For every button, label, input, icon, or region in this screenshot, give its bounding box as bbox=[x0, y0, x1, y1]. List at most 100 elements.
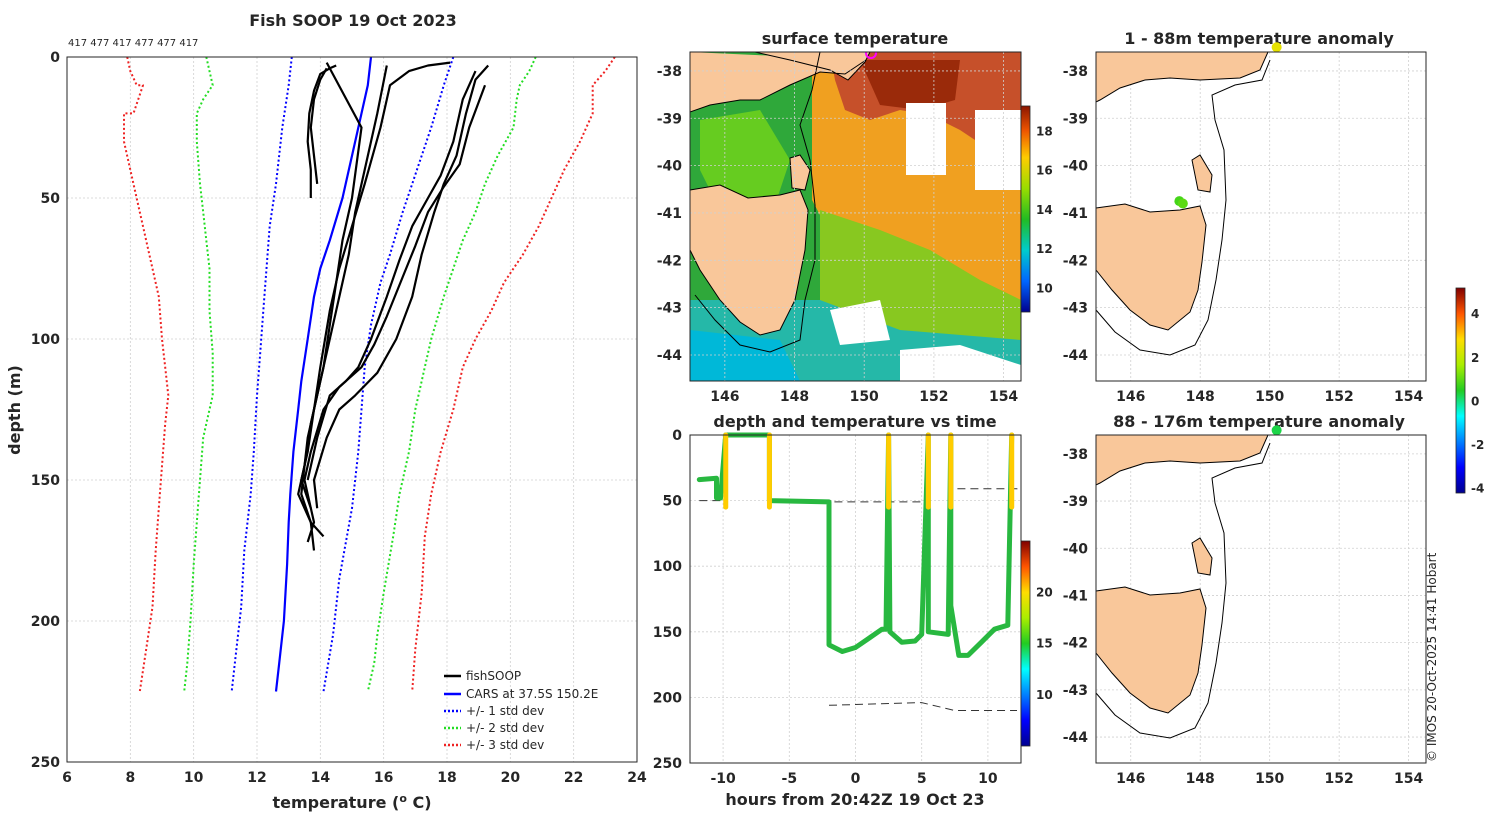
profile-y-tick-label: 200 bbox=[31, 614, 60, 630]
anomaly-deep-lon-tick-label: 154 bbox=[1394, 771, 1423, 787]
profile-y-tick-label: 0 bbox=[50, 50, 60, 66]
anomaly-colorbar-tick-label: 0 bbox=[1471, 394, 1479, 408]
anomaly-colorbar-ticks: 4 2 0 -2 -4 bbox=[1471, 307, 1484, 495]
anomaly-deep-lat-tick-label: -41 bbox=[1063, 588, 1088, 604]
sst-lat-tick-label: -40 bbox=[657, 159, 683, 175]
timeseries-y-tick-label: 200 bbox=[653, 690, 682, 706]
anomaly-deep-isobath bbox=[1095, 442, 1271, 739]
anomaly-deep-title: 88 - 176m temperature anomaly bbox=[1113, 412, 1405, 431]
profile-ids: 417 477 417 477 477 417 bbox=[68, 38, 198, 49]
anomaly-shallow-lat-tick-label: -39 bbox=[1063, 111, 1088, 127]
profile-line-fishsoop bbox=[309, 67, 328, 185]
profile-x-tick-label: 10 bbox=[184, 770, 204, 786]
anomaly-deep-mainland bbox=[1095, 434, 1269, 486]
anomaly-shallow-map bbox=[1095, 51, 1271, 356]
profile-x-tick-label: 14 bbox=[311, 770, 331, 786]
anomaly-deep-lat-tick-label: -43 bbox=[1063, 683, 1088, 699]
sst-panel: surface temperature 146 148 150 152 154 -38 -3… bbox=[657, 29, 1053, 405]
anomaly-shallow-panel: 1 - 88m temperature anomaly 146 148 150 152… bbox=[1063, 29, 1427, 405]
anomaly-shallow-isobath bbox=[1095, 59, 1271, 356]
timeseries-y-tick-label: 150 bbox=[653, 625, 682, 641]
anomaly-deep-axes-frame bbox=[1095, 434, 1427, 764]
anomaly-shallow-lat-tick-label: -44 bbox=[1063, 348, 1089, 364]
sst-cloud-gap-3 bbox=[830, 300, 890, 345]
anomaly-shallow-lon-tick-label: 152 bbox=[1325, 389, 1354, 405]
profile-line-cars-at-37-5s-150-2e bbox=[274, 56, 373, 692]
anomaly-shallow-title: 1 - 88m temperature anomaly bbox=[1124, 29, 1394, 48]
sst-cold-band bbox=[690, 330, 800, 381]
timeseries-colorbar-tick-label: 15 bbox=[1036, 637, 1053, 651]
profile-axes-frame bbox=[66, 56, 638, 763]
copyright-text: © IMOS 20-Oct-2025 14:41 Hobart bbox=[1425, 552, 1439, 762]
sst-colorbar-tick-label: 14 bbox=[1036, 203, 1053, 217]
sst-colorbar-tick-label: 12 bbox=[1036, 242, 1053, 256]
anomaly-shallow-lat-tick-label: -38 bbox=[1063, 64, 1088, 80]
legend-label-std1: +/- 1 std dev bbox=[466, 704, 544, 718]
profile-line-fishsoop bbox=[306, 64, 337, 198]
anomaly-shallow-lon-tick-label: 146 bbox=[1116, 389, 1145, 405]
profile-x-label: temperature (o C) bbox=[272, 792, 431, 812]
profile-legend: fishSOOP CARS at 37.5S 150.2E +/- 1 std … bbox=[444, 669, 598, 752]
sst-ship-marker bbox=[865, 52, 877, 59]
profile-line-fishsoop bbox=[312, 64, 490, 509]
profile-x-tick-label: 24 bbox=[627, 770, 647, 786]
profile-panel: Fish SOOP 19 Oct 2023 417 477 417 477 47… bbox=[5, 11, 647, 812]
sst-colorbar-tick-label: 18 bbox=[1036, 125, 1053, 139]
anomaly-colorbar-tick-label: 2 bbox=[1471, 351, 1479, 365]
anomaly-deep-ticks: 146 148 150 152 154 -38 -39 -40 -41 -42 -43 -44 bbox=[1063, 447, 1424, 787]
anomaly-shallow-lat-tick-label: -43 bbox=[1063, 301, 1088, 317]
anomaly-shallow-lat-tick-label: -42 bbox=[1063, 253, 1088, 269]
anomaly-deep-panel: 88 - 176m temperature anomaly 146 148 150 1… bbox=[1063, 287, 1484, 787]
anomaly-deep-map bbox=[1095, 434, 1271, 739]
sst-lat-tick-label: -38 bbox=[657, 64, 682, 80]
timeseries-grid bbox=[690, 434, 1021, 764]
profile-y-ticks: 0 50 100 150 200 250 bbox=[31, 50, 60, 771]
sst-lat-tick-label: -41 bbox=[657, 206, 682, 222]
profile-y-tick-label: 100 bbox=[31, 332, 60, 348]
sst-title: surface temperature bbox=[762, 29, 949, 48]
timeseries-panel: depth and temperature vs time -10 -5 0 5 100… bbox=[653, 412, 1053, 809]
timeseries-reference-depth bbox=[828, 702, 1017, 711]
profile-line--2-std-dev bbox=[183, 56, 214, 692]
anomaly-deep-lat-tick-label: -44 bbox=[1063, 730, 1089, 746]
legend-label-std3: +/- 3 std dev bbox=[466, 738, 544, 752]
timeseries-x-label: hours from 20:42Z 19 Oct 23 bbox=[725, 790, 984, 809]
profile-line--3-std-dev bbox=[123, 56, 170, 692]
timeseries-colorbar-tick-label: 20 bbox=[1036, 585, 1053, 599]
profile-line-fishsoop bbox=[303, 84, 487, 543]
timeseries-colorbar-tick-label: 10 bbox=[1036, 688, 1053, 702]
profile-x-tick-label: 12 bbox=[247, 770, 266, 786]
sst-hot-core bbox=[860, 60, 960, 110]
sst-lon-tick-label: 152 bbox=[919, 389, 948, 405]
profile-y-tick-label: 50 bbox=[41, 191, 61, 207]
sst-land-mainland bbox=[690, 52, 871, 113]
sst-colorbar-ticks: 18 16 14 12 10 bbox=[1036, 125, 1053, 296]
anomaly-shallow-lat-tick-label: -40 bbox=[1063, 159, 1089, 175]
anomaly-deep-lon-tick-label: 148 bbox=[1186, 771, 1215, 787]
anomaly-colorbar bbox=[1455, 287, 1466, 494]
anomaly-deep-flinders bbox=[1191, 537, 1213, 576]
profile-line--1-std-dev bbox=[322, 56, 455, 692]
anomaly-shallow-lon-tick-label: 150 bbox=[1255, 389, 1284, 405]
timeseries-series bbox=[696, 432, 1019, 711]
profile-x-tick-label: 16 bbox=[374, 770, 393, 786]
timeseries-x-tick-label: -10 bbox=[710, 771, 736, 787]
anomaly-deep-points bbox=[1271, 425, 1282, 436]
profile-title: Fish SOOP 19 Oct 2023 bbox=[249, 11, 457, 30]
profile-line-fishsoop bbox=[300, 61, 451, 509]
anomaly-deep-lon-tick-label: 150 bbox=[1255, 771, 1284, 787]
profile-y-label: depth (m) bbox=[5, 365, 24, 455]
sst-lat-tick-label: -42 bbox=[657, 253, 682, 269]
sst-cloud-gap-4 bbox=[900, 345, 1021, 381]
sst-colorbar-tick-label: 16 bbox=[1036, 164, 1053, 178]
anomaly-colorbar-tick-label: -2 bbox=[1471, 438, 1484, 452]
anomaly-deep-lon-tick-label: 146 bbox=[1116, 771, 1145, 787]
anomaly-shallow-point bbox=[1177, 198, 1188, 209]
anomaly-shallow-lat-tick-label: -41 bbox=[1063, 206, 1088, 222]
anomaly-shallow-point bbox=[1271, 42, 1282, 53]
profile-x-tick-label: 8 bbox=[125, 770, 135, 786]
profile-grid bbox=[66, 56, 638, 763]
anomaly-shallow-mainland bbox=[1095, 51, 1269, 103]
legend-label-cars: CARS at 37.5S 150.2E bbox=[466, 687, 598, 701]
